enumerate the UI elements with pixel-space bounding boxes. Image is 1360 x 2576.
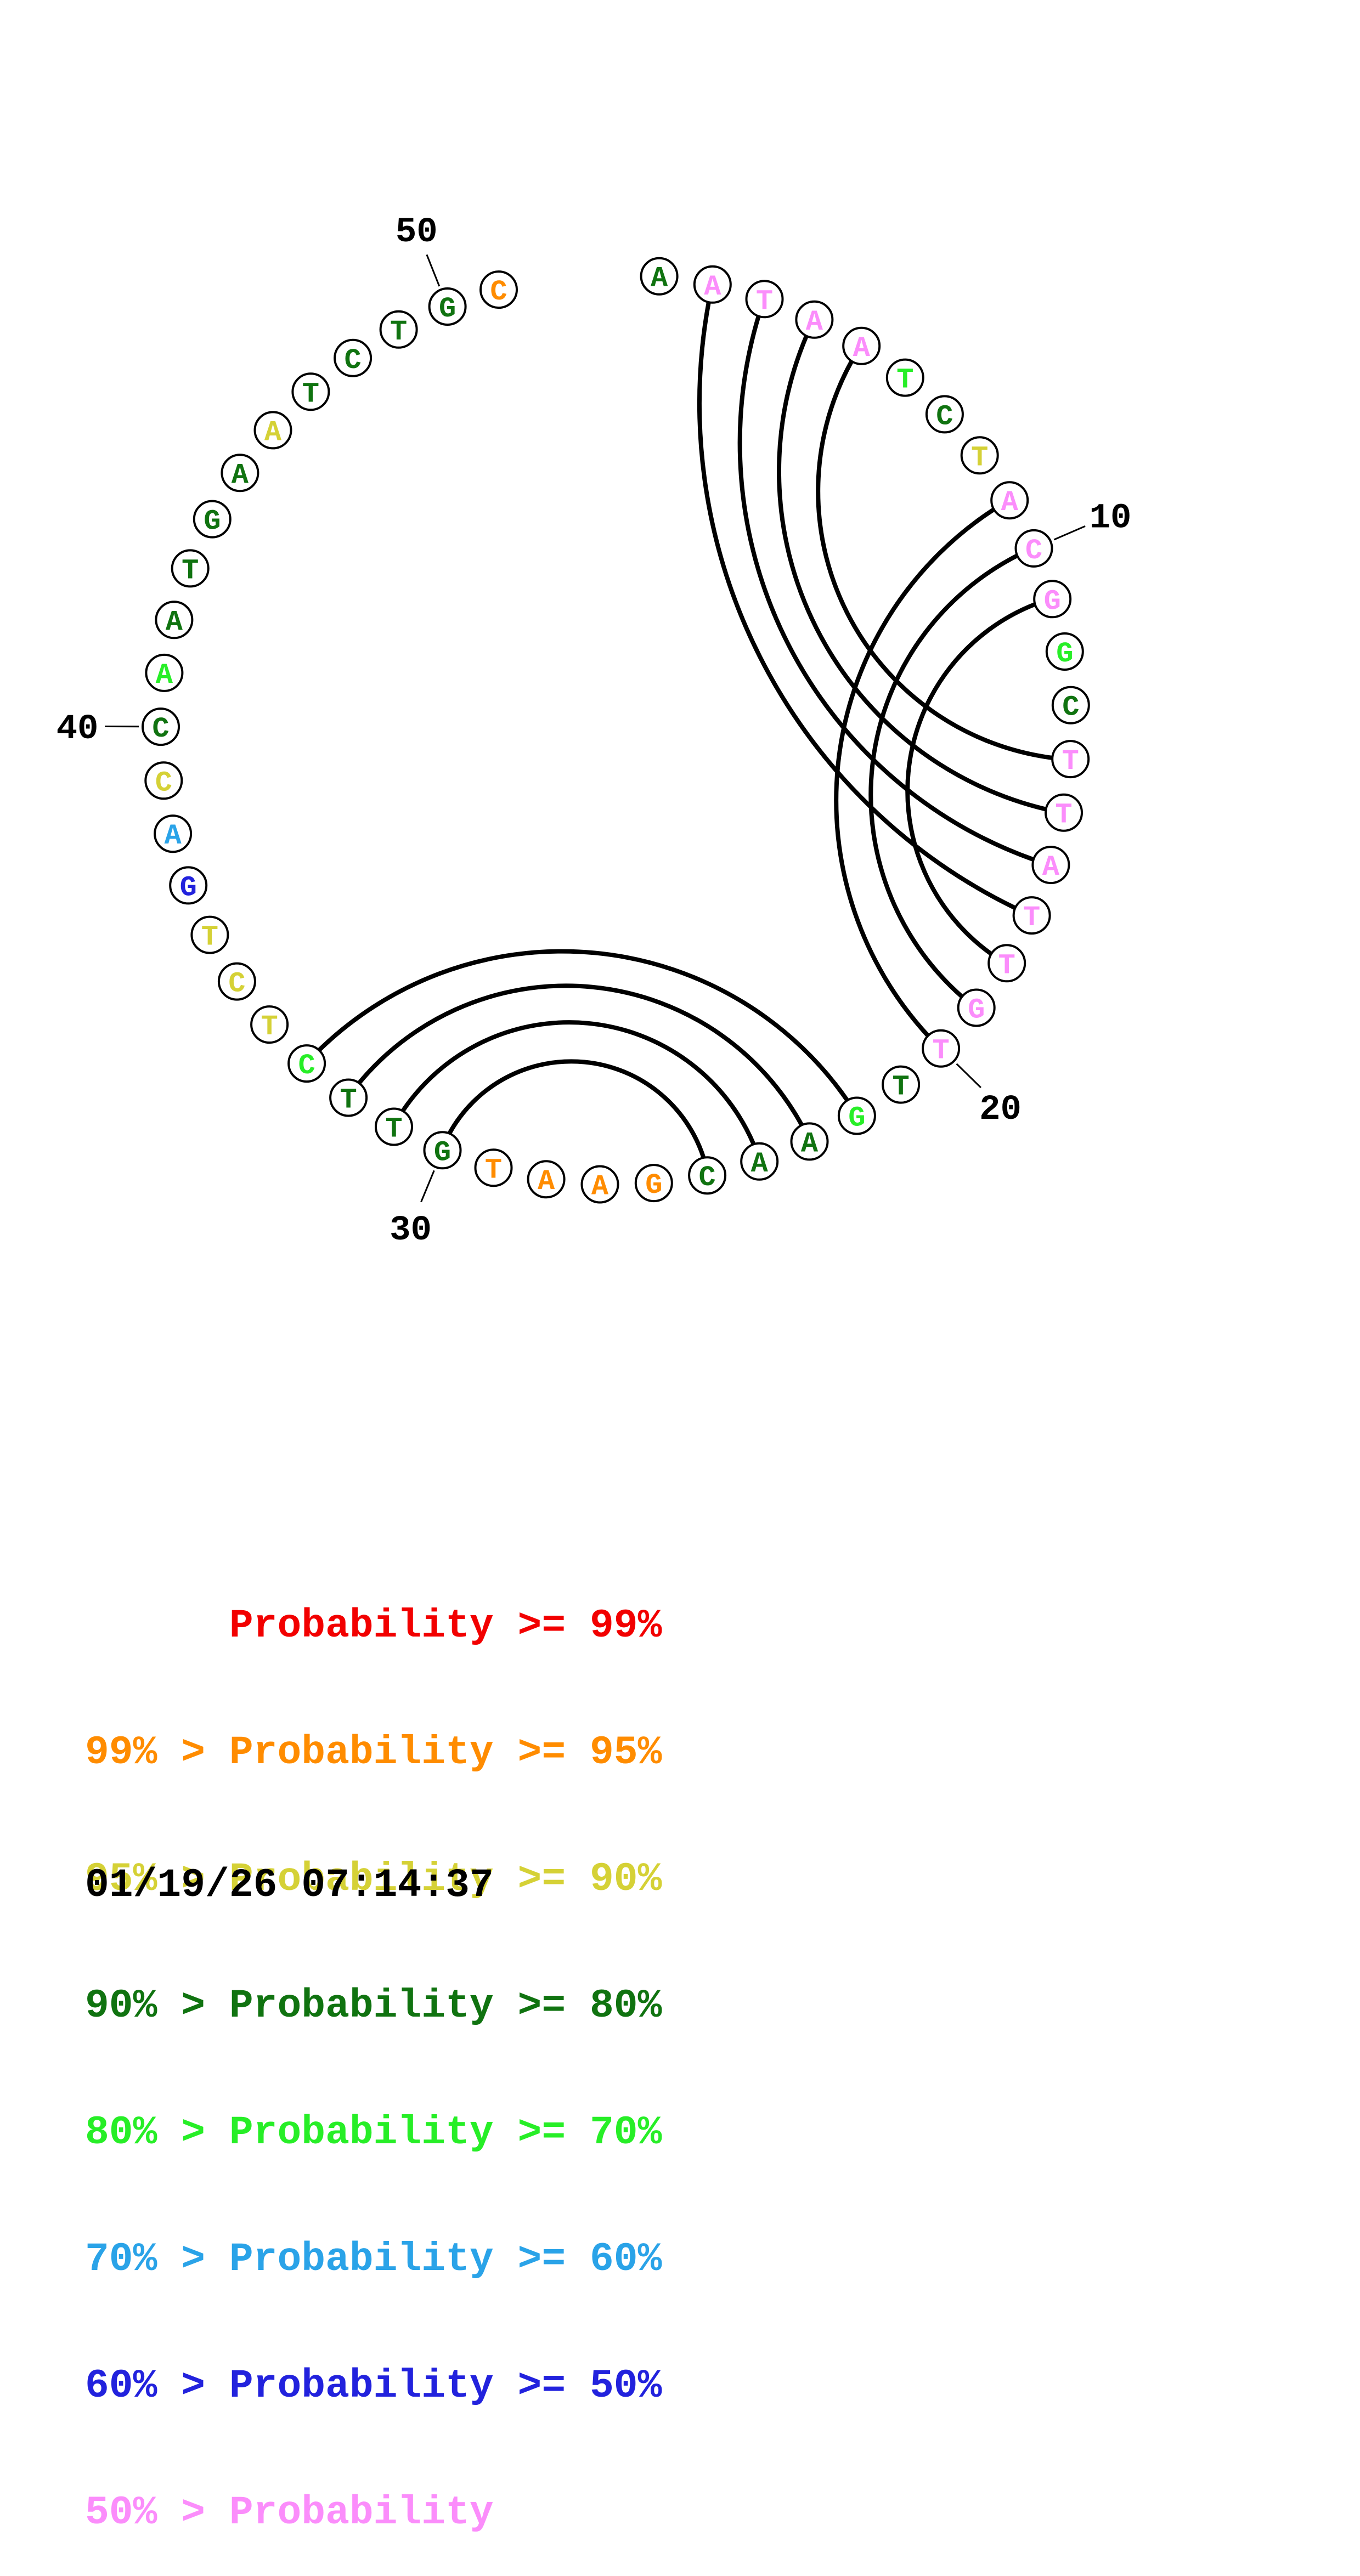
base-letter-23: A — [801, 1128, 819, 1160]
pair-arc-25-30 — [449, 1061, 703, 1158]
legend-row-70: 80% > Probability >= 70% — [85, 2111, 662, 2154]
position-label-10: 10 — [1090, 499, 1132, 539]
label-leader-30 — [421, 1170, 434, 1202]
base-letter-18: T — [998, 949, 1015, 982]
base-letter-51: C — [490, 276, 507, 308]
base-letter-43: T — [182, 554, 199, 587]
base-letter-17: T — [1023, 902, 1040, 934]
pair-arc-3-16 — [740, 316, 1034, 860]
base-letter-6: T — [896, 364, 913, 397]
base-letter-29: T — [485, 1154, 502, 1186]
base-letter-14: T — [1062, 745, 1079, 778]
base-letter-44: G — [204, 506, 221, 538]
base-letter-16: A — [1042, 851, 1060, 884]
legend-row-60: 70% > Probability >= 60% — [85, 2238, 662, 2280]
position-label-50: 50 — [396, 213, 438, 252]
base-letter-15: T — [1055, 799, 1072, 831]
base-letter-36: T — [201, 921, 218, 954]
base-letter-13: C — [1062, 692, 1079, 724]
position-label-40: 40 — [57, 710, 99, 749]
base-letter-35: C — [228, 968, 245, 1000]
base-letter-32: T — [340, 1084, 357, 1117]
position-label-20: 20 — [979, 1090, 1022, 1130]
base-letter-5: A — [853, 332, 871, 365]
base-letter-8: T — [971, 441, 988, 474]
base-letter-4: A — [806, 306, 823, 338]
base-letter-1: A — [651, 263, 668, 295]
legend-row-50: 60% > Probability >= 50% — [85, 2365, 662, 2407]
base-letter-39: C — [155, 767, 172, 799]
label-leader-10 — [1054, 526, 1085, 540]
base-letter-41: A — [156, 659, 173, 692]
legend-row-95: 99% > Probability >= 95% — [85, 1731, 662, 1774]
base-letter-48: C — [344, 344, 361, 377]
base-letter-30: G — [434, 1136, 451, 1169]
base-letter-20: T — [932, 1035, 949, 1067]
legend-row-80: 90% > Probability >= 80% — [85, 1985, 662, 2027]
base-letter-33: C — [298, 1050, 315, 1082]
legend-row-below: 50% > Probability — [85, 2492, 662, 2534]
base-letter-21: T — [892, 1071, 909, 1103]
base-letter-3: T — [756, 285, 773, 318]
base-letter-28: A — [538, 1165, 555, 1198]
pair-arc-23-32 — [359, 986, 802, 1125]
base-letter-46: A — [264, 416, 282, 449]
base-letter-10: C — [1025, 535, 1042, 567]
legend-row-99: Probability >= 99% — [85, 1605, 662, 1647]
label-leader-20 — [957, 1064, 981, 1088]
base-letter-37: G — [180, 871, 197, 904]
base-letter-27: A — [591, 1171, 609, 1203]
base-letter-50: G — [439, 293, 456, 325]
base-letter-24: A — [751, 1148, 769, 1180]
position-label-30: 30 — [390, 1211, 432, 1250]
probability-legend: Probability >= 99% 99% > Probability >= … — [85, 1520, 662, 2576]
base-letter-49: T — [390, 316, 407, 348]
base-letter-7: C — [936, 400, 953, 433]
base-letter-45: A — [232, 459, 249, 491]
timestamp: 01/19/26 07:14:37 — [85, 1862, 494, 1908]
base-letter-26: G — [645, 1169, 662, 1202]
base-letter-31: T — [385, 1113, 402, 1146]
base-letter-9: A — [1001, 486, 1019, 519]
base-letter-42: A — [166, 606, 183, 638]
base-letter-40: C — [152, 713, 169, 745]
base-letter-2: A — [704, 271, 721, 303]
base-letter-12: G — [1056, 638, 1073, 670]
base-letter-22: G — [848, 1102, 865, 1135]
base-letter-38: A — [164, 820, 182, 852]
label-leader-50 — [427, 254, 439, 286]
base-letter-25: C — [698, 1162, 715, 1194]
base-letter-19: G — [968, 994, 985, 1027]
pair-arc-11-18 — [907, 604, 1035, 954]
base-letter-47: T — [302, 378, 319, 410]
base-letter-34: T — [261, 1011, 278, 1043]
base-letter-11: G — [1044, 585, 1061, 618]
pair-arc-2-17 — [699, 302, 1015, 908]
